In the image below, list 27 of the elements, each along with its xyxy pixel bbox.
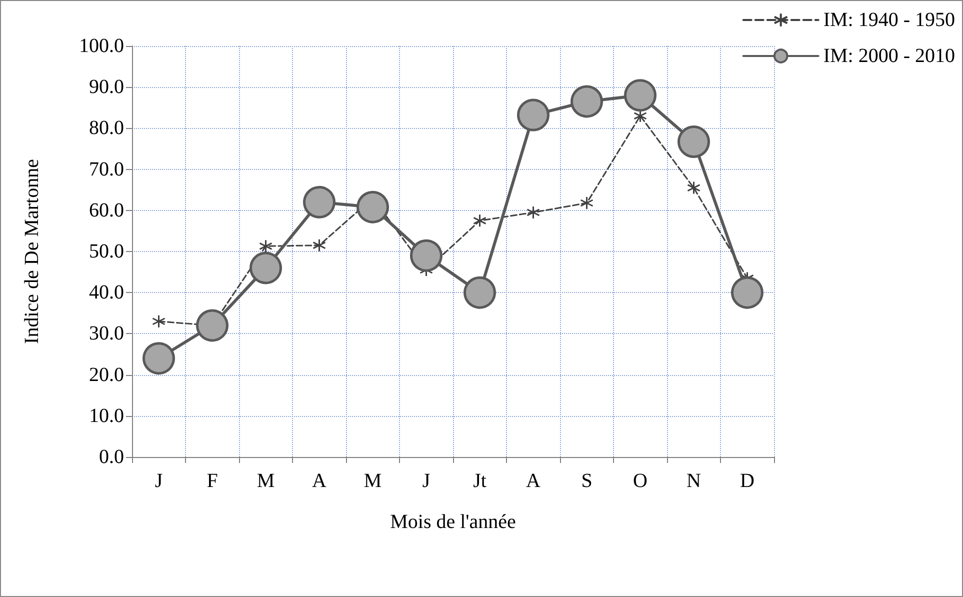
y-tick-label: 10.0 xyxy=(89,404,124,427)
y-tick-label: 60.0 xyxy=(89,199,124,222)
x-tick-label: M xyxy=(364,470,382,492)
x-axis-title: Mois de l'année xyxy=(390,511,516,533)
x-tick-label: A xyxy=(312,470,328,492)
x-tick-label: A xyxy=(526,470,542,492)
legend-label: IM: 1940 - 1950 xyxy=(823,9,956,31)
x-tick-label: J xyxy=(422,470,430,492)
y-tick-label: 90.0 xyxy=(89,76,124,98)
x-tick-label: Jt xyxy=(473,470,487,492)
y-tick-label: 0.0 xyxy=(99,446,124,468)
y-axis-title: Indice de De Martonne xyxy=(21,158,43,344)
y-tick-label: 50.0 xyxy=(89,240,124,262)
x-tick-label: F xyxy=(206,470,218,492)
x-tick-label: N xyxy=(686,470,701,492)
y-tick-label: 20.0 xyxy=(89,364,124,386)
x-tick-label: O xyxy=(633,470,648,492)
x-tick-label: J xyxy=(154,470,163,492)
y-tick-label: 30.0 xyxy=(89,322,124,345)
y-tick-label: 80.0 xyxy=(89,117,124,140)
x-tick-label: S xyxy=(581,470,592,492)
x-tick-label: D xyxy=(740,470,754,492)
y-tick-label: 70.0 xyxy=(89,158,124,180)
y-tick-label: 100.0 xyxy=(79,35,124,57)
legend-label: IM: 2000 - 2010 xyxy=(823,45,956,67)
y-tick-label: 40.0 xyxy=(89,282,124,304)
x-tick-label: M xyxy=(256,470,275,492)
